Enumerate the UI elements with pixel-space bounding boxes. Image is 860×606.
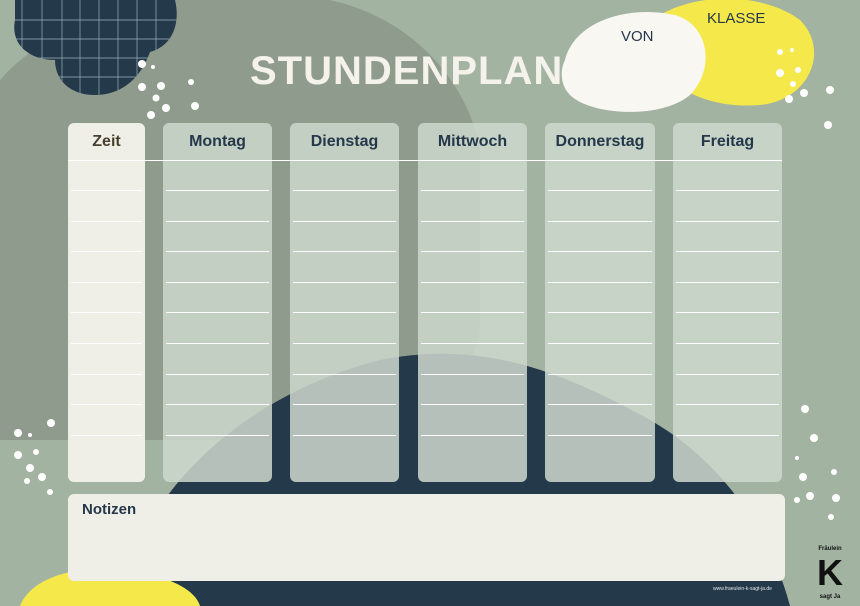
row-line	[421, 251, 524, 253]
notes-box[interactable]: Notizen	[68, 494, 785, 581]
notes-label: Notizen	[82, 501, 137, 518]
column-freitag[interactable]: Freitag	[673, 123, 782, 482]
row-line	[421, 343, 524, 344]
row-line	[676, 373, 779, 375]
logo-letter: K	[817, 552, 843, 593]
column-header: Montag	[189, 133, 246, 150]
row-line	[548, 312, 652, 314]
row-line	[71, 434, 142, 436]
row-line	[293, 343, 396, 344]
row-line	[421, 373, 524, 375]
row-line	[166, 312, 269, 314]
row-line	[293, 434, 396, 436]
footer-url: www.fraeulein-k-sagt-ja.de	[713, 586, 772, 592]
row-line	[421, 190, 524, 191]
row-line	[676, 434, 779, 436]
column-montag[interactable]: Montag	[163, 123, 272, 482]
row-line	[293, 404, 396, 406]
column-header: Mittwoch	[437, 133, 508, 150]
column-mittwoch[interactable]: Mittwoch	[418, 123, 527, 482]
von-label: VON	[621, 28, 654, 45]
row-line	[548, 343, 652, 344]
row-line	[293, 312, 396, 314]
row-line	[166, 404, 269, 406]
row-line	[676, 404, 779, 406]
row-line	[166, 281, 269, 283]
row-line	[293, 373, 396, 375]
dots-decoration	[14, 48, 840, 520]
row-line	[676, 312, 779, 314]
column-zeit[interactable]: Zeit	[68, 123, 145, 482]
row-line	[166, 251, 269, 253]
row-line	[676, 251, 779, 253]
row-line	[676, 343, 779, 344]
row-line	[676, 220, 779, 222]
row-line	[548, 220, 652, 222]
column-donnerstag[interactable]: Donnerstag	[545, 123, 655, 482]
row-line	[166, 434, 269, 436]
row-line	[71, 373, 142, 375]
row-line	[166, 220, 269, 222]
row-line	[293, 251, 396, 253]
row-line	[166, 190, 269, 191]
row-line	[293, 281, 396, 283]
row-line	[676, 190, 779, 191]
column-header: Freitag	[700, 133, 755, 150]
row-line	[548, 404, 652, 406]
header-divider	[68, 160, 782, 161]
logo: Fräulein K sagt Ja	[812, 545, 848, 601]
row-line	[293, 220, 396, 222]
row-line	[166, 373, 269, 375]
row-line	[71, 220, 142, 222]
row-line	[548, 190, 652, 191]
row-line	[166, 343, 269, 344]
row-line	[71, 312, 142, 314]
row-line	[676, 281, 779, 283]
column-header: Donnerstag	[555, 133, 645, 150]
row-line	[421, 220, 524, 222]
column-dienstag[interactable]: Dienstag	[290, 123, 399, 482]
row-line	[293, 190, 396, 191]
row-line	[548, 281, 652, 283]
row-line	[548, 434, 652, 436]
row-line	[71, 404, 142, 406]
logo-top-text: Fräulein	[818, 546, 842, 552]
column-header: Dienstag	[310, 133, 379, 150]
row-line	[548, 373, 652, 375]
row-line	[421, 281, 524, 283]
row-line	[71, 251, 142, 253]
row-line	[548, 251, 652, 253]
klasse-label: KLASSE	[707, 10, 766, 27]
row-line	[71, 343, 142, 344]
row-line	[421, 312, 524, 314]
row-line	[421, 434, 524, 436]
row-line	[71, 281, 142, 283]
logo-bottom-text: sagt Ja	[819, 594, 841, 600]
row-line	[71, 190, 142, 191]
row-line	[421, 404, 524, 406]
page-title: STUNDENPLAN	[250, 49, 564, 93]
column-header: Zeit	[92, 133, 121, 150]
